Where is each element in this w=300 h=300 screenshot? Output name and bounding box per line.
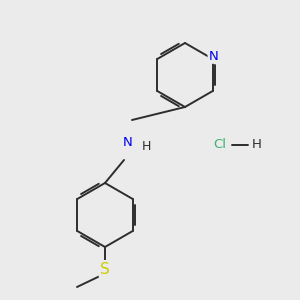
- Text: S: S: [100, 262, 110, 277]
- Text: N: N: [123, 136, 133, 148]
- Text: Cl: Cl: [214, 139, 226, 152]
- Text: N: N: [209, 50, 219, 62]
- Text: H: H: [141, 140, 151, 154]
- Text: H: H: [252, 139, 262, 152]
